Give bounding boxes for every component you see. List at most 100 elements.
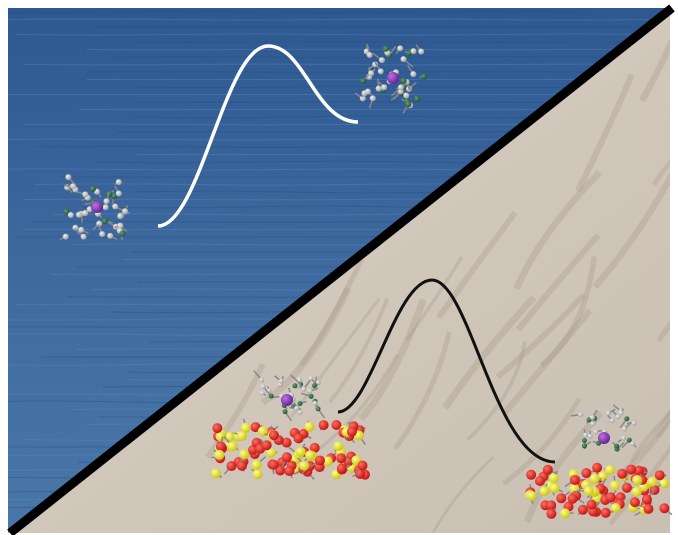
ripple: [86, 48, 670, 51]
atom: [624, 416, 630, 422]
atom: [261, 440, 272, 451]
molecules: [59, 43, 673, 519]
atom: [618, 410, 624, 416]
atom: [115, 179, 122, 186]
atom: [294, 405, 300, 411]
atom: [65, 174, 72, 181]
atom: [534, 475, 545, 486]
atom: [400, 56, 407, 63]
atom: [641, 494, 652, 505]
atom: [377, 68, 384, 75]
atom: [583, 485, 594, 496]
atom: [315, 380, 321, 386]
dune-ridge: [622, 352, 670, 475]
atom: [526, 469, 537, 480]
atom: [357, 460, 368, 471]
atom: [96, 220, 103, 227]
metal-atom: [387, 72, 399, 84]
atom: [631, 486, 642, 497]
atom: [312, 383, 318, 389]
atom: [610, 503, 621, 514]
atom: [590, 421, 596, 427]
atom: [615, 414, 621, 420]
atom: [226, 461, 237, 472]
atom: [560, 508, 571, 519]
dune-ridge: [298, 258, 365, 367]
atom: [308, 393, 314, 399]
atom: [82, 191, 89, 198]
atom: [405, 50, 412, 57]
atom: [359, 95, 366, 102]
atom: [360, 78, 367, 85]
atom: [659, 503, 670, 514]
atom: [278, 378, 284, 384]
dune-ridge: [442, 295, 537, 411]
atom: [236, 460, 247, 471]
atom: [605, 492, 616, 503]
atom: [400, 77, 407, 84]
atom: [252, 469, 263, 480]
atom: [366, 52, 373, 59]
atom: [333, 441, 344, 452]
atom: [212, 423, 223, 434]
divider: [7, 4, 675, 535]
atom: [346, 426, 357, 437]
atom: [239, 449, 250, 460]
ripple: [8, 18, 648, 21]
atom: [268, 459, 279, 470]
atom: [322, 456, 333, 467]
atom: [107, 232, 114, 239]
atom: [414, 96, 421, 103]
atom: [622, 426, 628, 432]
atom: [99, 231, 106, 238]
atom: [62, 233, 69, 240]
dune-ridge: [358, 298, 427, 422]
atom: [397, 84, 404, 91]
atom: [240, 422, 251, 433]
atom: [617, 468, 628, 479]
dune-ridge: [205, 362, 266, 459]
atom: [301, 386, 307, 392]
metal-atom: [91, 201, 103, 213]
atom: [259, 377, 265, 383]
atom: [117, 213, 124, 220]
atom: [63, 208, 70, 215]
atom: [103, 198, 110, 205]
atom: [626, 464, 637, 475]
atom: [659, 478, 670, 489]
atom: [609, 480, 620, 491]
atom: [281, 452, 292, 463]
dune-ridge: [592, 169, 670, 290]
atom: [284, 466, 295, 477]
atom: [307, 388, 313, 394]
atom: [654, 470, 665, 481]
dune-ridge: [502, 308, 593, 416]
atom: [397, 45, 404, 52]
atom: [266, 447, 277, 458]
atom: [117, 222, 124, 229]
dune-ridge: [639, 8, 670, 103]
dune-ridge: [515, 233, 601, 332]
atom: [297, 401, 303, 407]
atom: [314, 455, 325, 466]
atom: [215, 441, 226, 452]
atom: [375, 85, 382, 92]
atom: [405, 101, 412, 108]
atom: [577, 504, 588, 515]
atom: [102, 204, 109, 211]
atom: [632, 475, 643, 486]
atom: [67, 212, 74, 219]
atom: [305, 450, 316, 461]
atom: [112, 203, 119, 210]
atom: [336, 453, 347, 464]
atom: [82, 210, 89, 217]
atom: [410, 48, 417, 55]
atom: [631, 420, 637, 426]
ripple: [15, 33, 656, 36]
ripple: [8, 10, 591, 14]
atom: [308, 375, 314, 381]
atom: [70, 183, 77, 190]
atom: [268, 430, 279, 441]
atom: [78, 226, 85, 233]
